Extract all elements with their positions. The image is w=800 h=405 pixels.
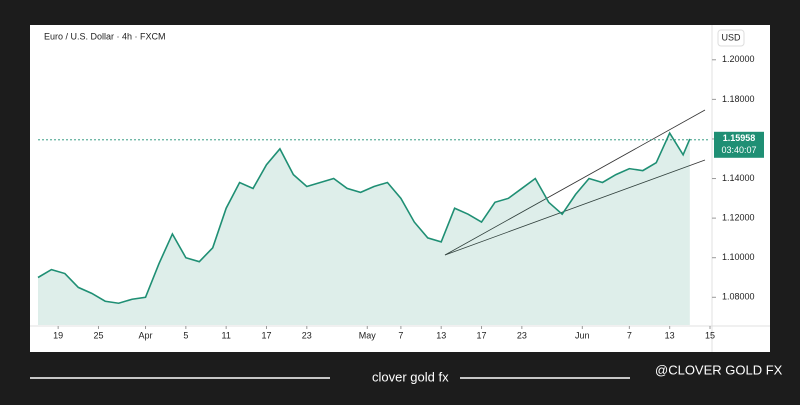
last-price: 1.15958 (723, 133, 756, 143)
x-tick-label: 15 (705, 330, 715, 340)
channel-top (444, 109, 706, 256)
y-tick-label: 1.20000 (722, 54, 755, 64)
x-tick-label: 7 (398, 330, 403, 340)
x-tick-label: 23 (517, 330, 527, 340)
x-tick-label: 23 (302, 330, 312, 340)
currency-box (717, 29, 745, 47)
countdown: 03:40:07 (721, 145, 756, 155)
x-tick-label: May (359, 330, 377, 340)
x-tick-label: 17 (477, 330, 487, 340)
last-price-box (714, 131, 764, 158)
x-tick-label: 19 (53, 330, 63, 340)
x-tick-label: Apr (139, 330, 153, 340)
footer-brand: clover gold fx (372, 369, 449, 384)
x-tick-label: 7 (627, 330, 632, 340)
footer-handle: @CLOVER GOLD FX (655, 362, 783, 377)
x-tick-label: 13 (436, 330, 446, 340)
x-tick-label: 5 (183, 330, 188, 340)
y-tick-label: 1.14000 (722, 173, 755, 183)
price-line (37, 131, 691, 305)
x-tick-label: 11 (221, 330, 230, 340)
y-tick-label: 1.10000 (722, 252, 755, 262)
chart-panel (30, 25, 770, 352)
x-tick-label: Jun (575, 330, 590, 340)
x-tick-label: 17 (261, 330, 271, 340)
x-tick-label: 25 (93, 330, 103, 340)
price-area (38, 133, 690, 325)
x-tick-label: 13 (665, 330, 675, 340)
currency: USD (721, 32, 741, 42)
chart-title: Euro / U.S. Dollar · 4h · FXCM (44, 31, 166, 41)
channel-bottom (444, 159, 706, 256)
y-tick-label: 1.08000 (722, 292, 755, 302)
y-tick-label: 1.12000 (722, 213, 755, 223)
y-tick-label: 1.18000 (722, 94, 755, 104)
